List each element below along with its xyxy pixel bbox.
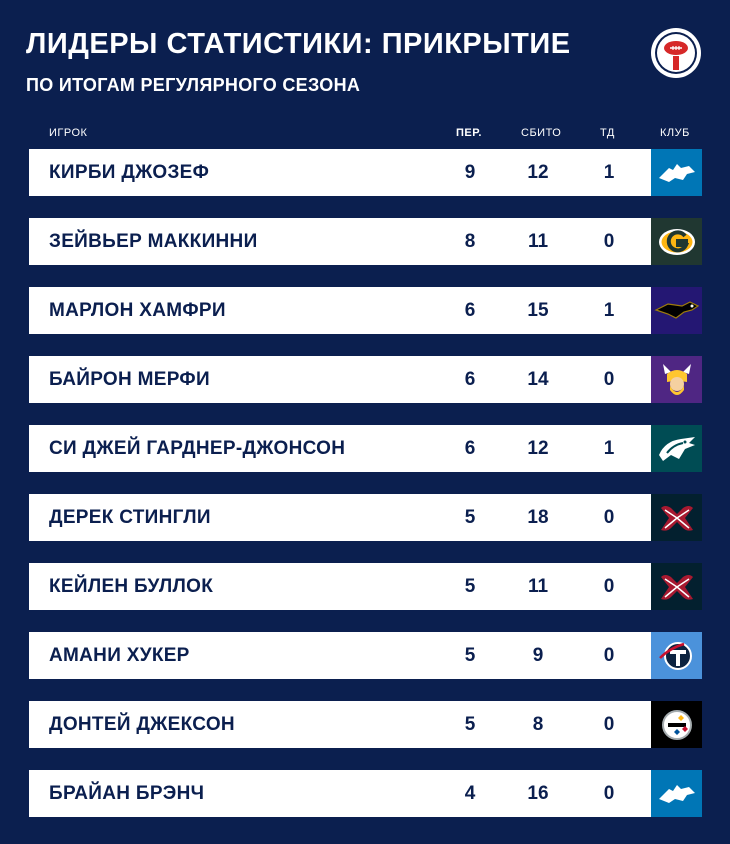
touchdowns-value: 0: [603, 783, 615, 804]
texans-logo-icon: [651, 494, 702, 541]
player-name: СИ ДЖЕЙ ГАРДНЕР-ДЖОНСОН: [49, 438, 346, 459]
football-logo-icon: [650, 27, 702, 79]
column-header-touchdowns: ТД: [600, 127, 615, 139]
interceptions-value: 5: [464, 576, 476, 597]
table-header: ИГРОК ПЕР. СБИТО ТД КЛУБ: [0, 127, 730, 143]
player-name: МАРЛОН ХАМФРИ: [49, 300, 226, 321]
interceptions-value: 8: [464, 231, 476, 252]
interceptions-value: 4: [464, 783, 476, 804]
packers-logo-icon: [651, 218, 702, 265]
player-name: ЗЕЙВЬЕР МАККИННИ: [49, 231, 258, 252]
table-row: БАЙРОН МЕРФИ 6 14 0: [29, 356, 702, 403]
passes-defended-value: 11: [527, 576, 549, 597]
vikings-logo-icon: [651, 356, 702, 403]
passes-defended-value: 12: [527, 438, 549, 459]
touchdowns-value: 0: [603, 507, 615, 528]
player-name: ДЕРЕК СТИНГЛИ: [49, 507, 211, 528]
player-name: КЕЙЛЕН БУЛЛОК: [49, 576, 214, 597]
passes-defended-value: 16: [527, 783, 549, 804]
interceptions-value: 5: [464, 645, 476, 666]
lions-logo-icon: [651, 149, 702, 196]
table-row: КЕЙЛЕН БУЛЛОК 5 11 0: [29, 563, 702, 610]
passes-defended-value: 18: [527, 507, 549, 528]
column-header-club: КЛУБ: [660, 127, 690, 139]
table-row: ЗЕЙВЬЕР МАККИННИ 8 11 0: [29, 218, 702, 265]
passes-defended-value: 15: [527, 300, 549, 321]
touchdowns-value: 1: [603, 300, 615, 321]
touchdowns-value: 0: [603, 231, 615, 252]
touchdowns-value: 1: [603, 162, 615, 183]
interceptions-value: 5: [464, 507, 476, 528]
column-header-player: ИГРОК: [49, 127, 88, 139]
interceptions-value: 9: [464, 162, 476, 183]
table-row: КИРБИ ДЖОЗЕФ 9 12 1: [29, 149, 702, 196]
table-row: БРАЙАН БРЭНЧ 4 16 0: [29, 770, 702, 817]
interceptions-value: 6: [464, 438, 476, 459]
touchdowns-value: 0: [603, 369, 615, 390]
texans-logo-icon: [651, 563, 702, 610]
column-header-interceptions: ПЕР.: [456, 127, 482, 139]
passes-defended-value: 12: [527, 162, 549, 183]
table-row: ДЕРЕК СТИНГЛИ 5 18 0: [29, 494, 702, 541]
player-name: АМАНИ ХУКЕР: [49, 645, 190, 666]
eagles-logo-icon: [651, 425, 702, 472]
passes-defended-value: 8: [532, 714, 544, 735]
table-row: МАРЛОН ХАМФРИ 6 15 1: [29, 287, 702, 334]
touchdowns-value: 1: [603, 438, 615, 459]
touchdowns-value: 0: [603, 645, 615, 666]
ravens-logo-icon: [651, 287, 702, 334]
passes-defended-value: 9: [532, 645, 544, 666]
player-name: БАЙРОН МЕРФИ: [49, 369, 210, 390]
touchdowns-value: 0: [603, 576, 615, 597]
table-row: ДОНТЕЙ ДЖЕКСОН 5 8 0: [29, 701, 702, 748]
steelers-logo-icon: [651, 701, 702, 748]
page-title: ЛИДЕРЫ СТАТИСТИКИ: ПРИКРЫТИЕ: [26, 28, 571, 60]
interceptions-value: 6: [464, 300, 476, 321]
lions-logo-icon: [651, 770, 702, 817]
player-name: БРАЙАН БРЭНЧ: [49, 783, 205, 804]
player-name: ДОНТЕЙ ДЖЕКСОН: [49, 714, 235, 735]
passes-defended-value: 14: [527, 369, 549, 390]
titans-logo-icon: [651, 632, 702, 679]
page-subtitle: ПО ИТОГАМ РЕГУЛЯРНОГО СЕЗОНА: [26, 75, 361, 95]
touchdowns-value: 0: [603, 714, 615, 735]
player-name: КИРБИ ДЖОЗЕФ: [49, 162, 210, 183]
table-row: АМАНИ ХУКЕР 5 9 0: [29, 632, 702, 679]
table-row: СИ ДЖЕЙ ГАРДНЕР-ДЖОНСОН 6 12 1: [29, 425, 702, 472]
interceptions-value: 5: [464, 714, 476, 735]
passes-defended-value: 11: [527, 231, 549, 252]
column-header-passes-defended: СБИТО: [521, 127, 562, 139]
interceptions-value: 6: [464, 369, 476, 390]
